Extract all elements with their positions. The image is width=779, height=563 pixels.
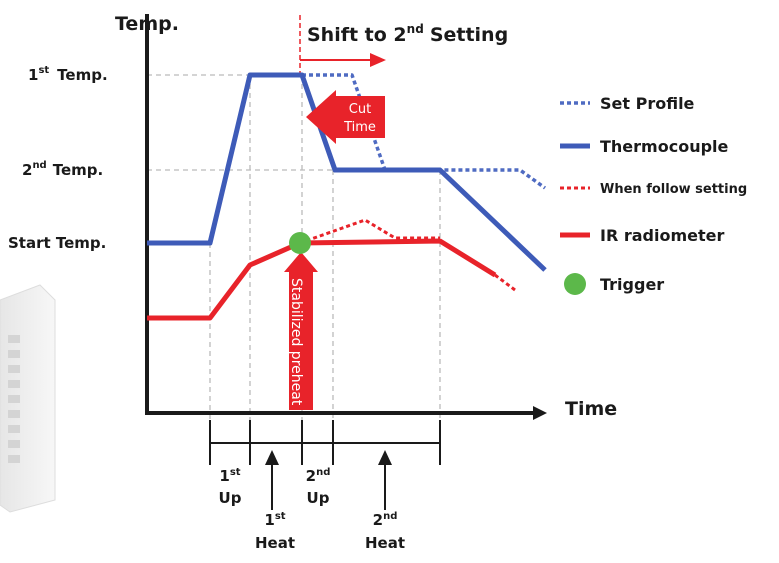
level-label: 2nd Temp. <box>22 160 103 179</box>
phase-label: 2nd <box>373 511 398 529</box>
ir-dotted <box>495 275 515 290</box>
phase-label: 1st <box>264 511 285 529</box>
label-sup: st <box>230 467 241 478</box>
legend-label: IR radiometer <box>600 226 724 245</box>
label-part: Setting <box>430 24 508 46</box>
phase-label: Up <box>307 489 330 507</box>
label-sup: nd <box>32 160 46 171</box>
label-part: 2 <box>373 511 383 529</box>
label-sup: st <box>275 511 286 522</box>
legend-label: When follow setting <box>600 182 747 197</box>
y-axis-title: Temp. <box>115 13 179 35</box>
label-sup: nd <box>407 22 424 36</box>
label-part: Temp. <box>53 161 103 179</box>
label-sup: st <box>38 65 49 76</box>
ir-radiometer <box>147 241 495 318</box>
label-part: 1 <box>28 66 38 84</box>
legend-label: Set Profile <box>600 94 695 113</box>
diagram: Cut Time Stabilized preheat Temp. Time 1… <box>0 0 779 563</box>
phase-label: Heat <box>365 534 405 552</box>
label-part: 1 <box>219 467 229 485</box>
phase-label: Heat <box>255 534 295 552</box>
shift-label: Shift to 2nd Setting <box>307 22 508 46</box>
legend-label: Trigger <box>600 275 664 294</box>
cut-time-label: Cut <box>349 102 371 117</box>
level-label: 1st Temp. <box>28 65 108 84</box>
label-sup: nd <box>383 511 397 522</box>
device-image <box>0 285 55 512</box>
legend-label: Thermocouple <box>600 137 729 156</box>
page: {"axes": {"y_title": "Temp.", "x_title":… <box>0 0 779 563</box>
legend: Set Profile Thermocouple When follow set… <box>560 94 747 295</box>
phase-label: 2nd <box>306 467 331 485</box>
x-axis-title: Time <box>565 398 617 420</box>
trigger-point <box>289 232 311 254</box>
label-part: 2 <box>22 161 32 179</box>
stabilized-arrow: Stabilized preheat <box>284 252 318 410</box>
phase-labels: 1st Up 1st Heat 2nd Up 2nd Heat <box>219 467 405 552</box>
label-sup: nd <box>316 467 330 478</box>
label-part: 1 <box>264 511 274 529</box>
label-part: Shift to 2 <box>307 24 407 46</box>
phase-label: Up <box>219 489 242 507</box>
label-part: Temp. <box>57 66 107 84</box>
label-part: 2 <box>306 467 316 485</box>
level-label: Start Temp. <box>8 234 106 252</box>
cut-time-arrow: Cut Time <box>306 90 385 144</box>
phase-label: 1st <box>219 467 240 485</box>
cut-time-label: Time <box>343 120 376 135</box>
stabilized-label: Stabilized preheat <box>288 278 304 406</box>
